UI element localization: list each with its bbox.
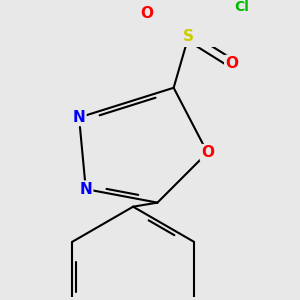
Text: N: N bbox=[73, 110, 85, 125]
Text: Cl: Cl bbox=[234, 0, 249, 14]
Text: O: O bbox=[140, 6, 153, 21]
Text: N: N bbox=[80, 182, 92, 196]
Text: S: S bbox=[183, 29, 194, 44]
Text: O: O bbox=[225, 56, 238, 71]
Text: O: O bbox=[201, 145, 214, 160]
